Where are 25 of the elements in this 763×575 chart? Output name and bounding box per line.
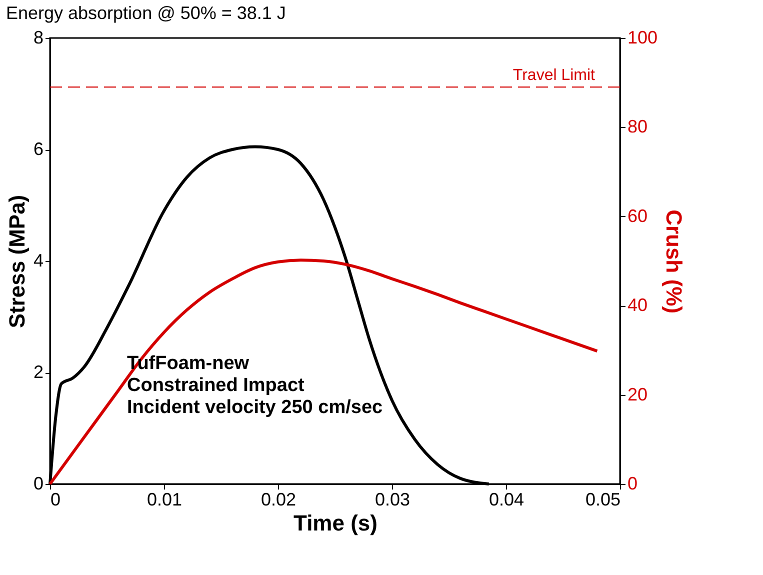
y-axis-title: Stress (MPa) [4,194,30,328]
y2-tick-label: 60 [628,206,648,226]
ref-line-label: Travel Limit [512,67,596,84]
y2-tick-label: 40 [628,295,648,316]
x-tick-label: 0.01 [146,490,182,510]
line-series [48,258,599,486]
y-tick-label: 8 [33,28,44,48]
x-tick-label: 0.02 [260,490,296,510]
y2-tick-label: 100 [628,28,658,48]
y2-axis-title: Crush (%) [662,210,687,314]
y-tick-label: 6 [33,139,44,159]
x-tick-label: 0.04 [488,490,524,510]
chart-title: Energy absorption @ 50% = 38.1 J [6,3,286,23]
x-tick-label: 0.05 [585,490,620,510]
y2-tick-label: 0 [628,474,638,494]
y2-tick-label: 80 [628,116,648,137]
x-tick-label: 0.03 [374,490,410,510]
x-axis-title: Time (s) [294,510,378,536]
annotation: Incident velocity 250 cm/sec [127,397,384,418]
y-tick-label: 2 [33,362,44,382]
y-tick-label: 0 [33,474,44,494]
annotation: Constrained Impact [127,375,306,396]
x-tick-label: 0 [50,490,61,510]
y-tick-label: 4 [33,250,44,270]
y2-tick-label: 20 [628,384,648,404]
